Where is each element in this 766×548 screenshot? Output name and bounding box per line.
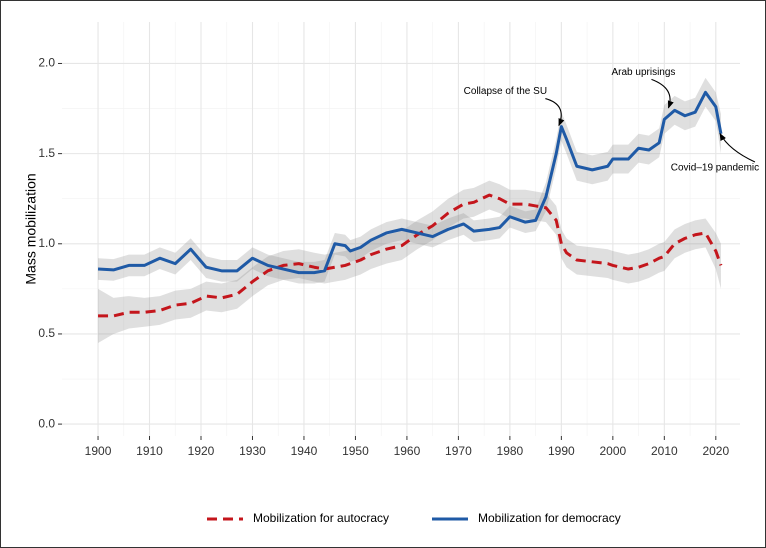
confidence-band xyxy=(98,77,721,284)
annotation: Collapse of the SU xyxy=(464,86,547,97)
y-tick-label: 1.0 xyxy=(38,236,55,250)
x-tick-label: 1990 xyxy=(548,444,575,458)
x-tick-label: 1940 xyxy=(291,444,318,458)
x-tick-label: 1970 xyxy=(445,444,472,458)
y-tick-label: 0.5 xyxy=(38,326,55,340)
annotation: Covid–19 pandemic xyxy=(671,163,759,174)
x-tick-label: 2000 xyxy=(599,444,626,458)
y-axis-label: Mass mobilization xyxy=(23,173,39,284)
series-line xyxy=(97,90,723,275)
x-tick-label: 1980 xyxy=(497,444,524,458)
x-tick-label: 1900 xyxy=(85,444,112,458)
x-tick-label: 1930 xyxy=(239,444,266,458)
annotation: Arab uprisings xyxy=(612,67,676,78)
annotation-arrow xyxy=(719,132,756,163)
series-line xyxy=(98,193,723,318)
x-tick-label: 2010 xyxy=(651,444,678,458)
x-tick-label: 1960 xyxy=(394,444,421,458)
x-tick-label: 1920 xyxy=(188,444,215,458)
x-tick-label: 1950 xyxy=(342,444,369,458)
y-tick-label: 0.0 xyxy=(38,416,55,430)
legend-label: Mobilization for autocracy xyxy=(253,511,389,525)
annotation-arrow xyxy=(545,98,565,127)
x-tick-label: 2020 xyxy=(702,444,729,458)
y-tick-label: 2.0 xyxy=(38,56,55,70)
y-tick-label: 1.5 xyxy=(38,146,55,160)
x-tick-label: 1910 xyxy=(136,444,163,458)
legend-label: Mobilization for democracy xyxy=(478,511,621,525)
annotation-arrow xyxy=(651,78,674,109)
